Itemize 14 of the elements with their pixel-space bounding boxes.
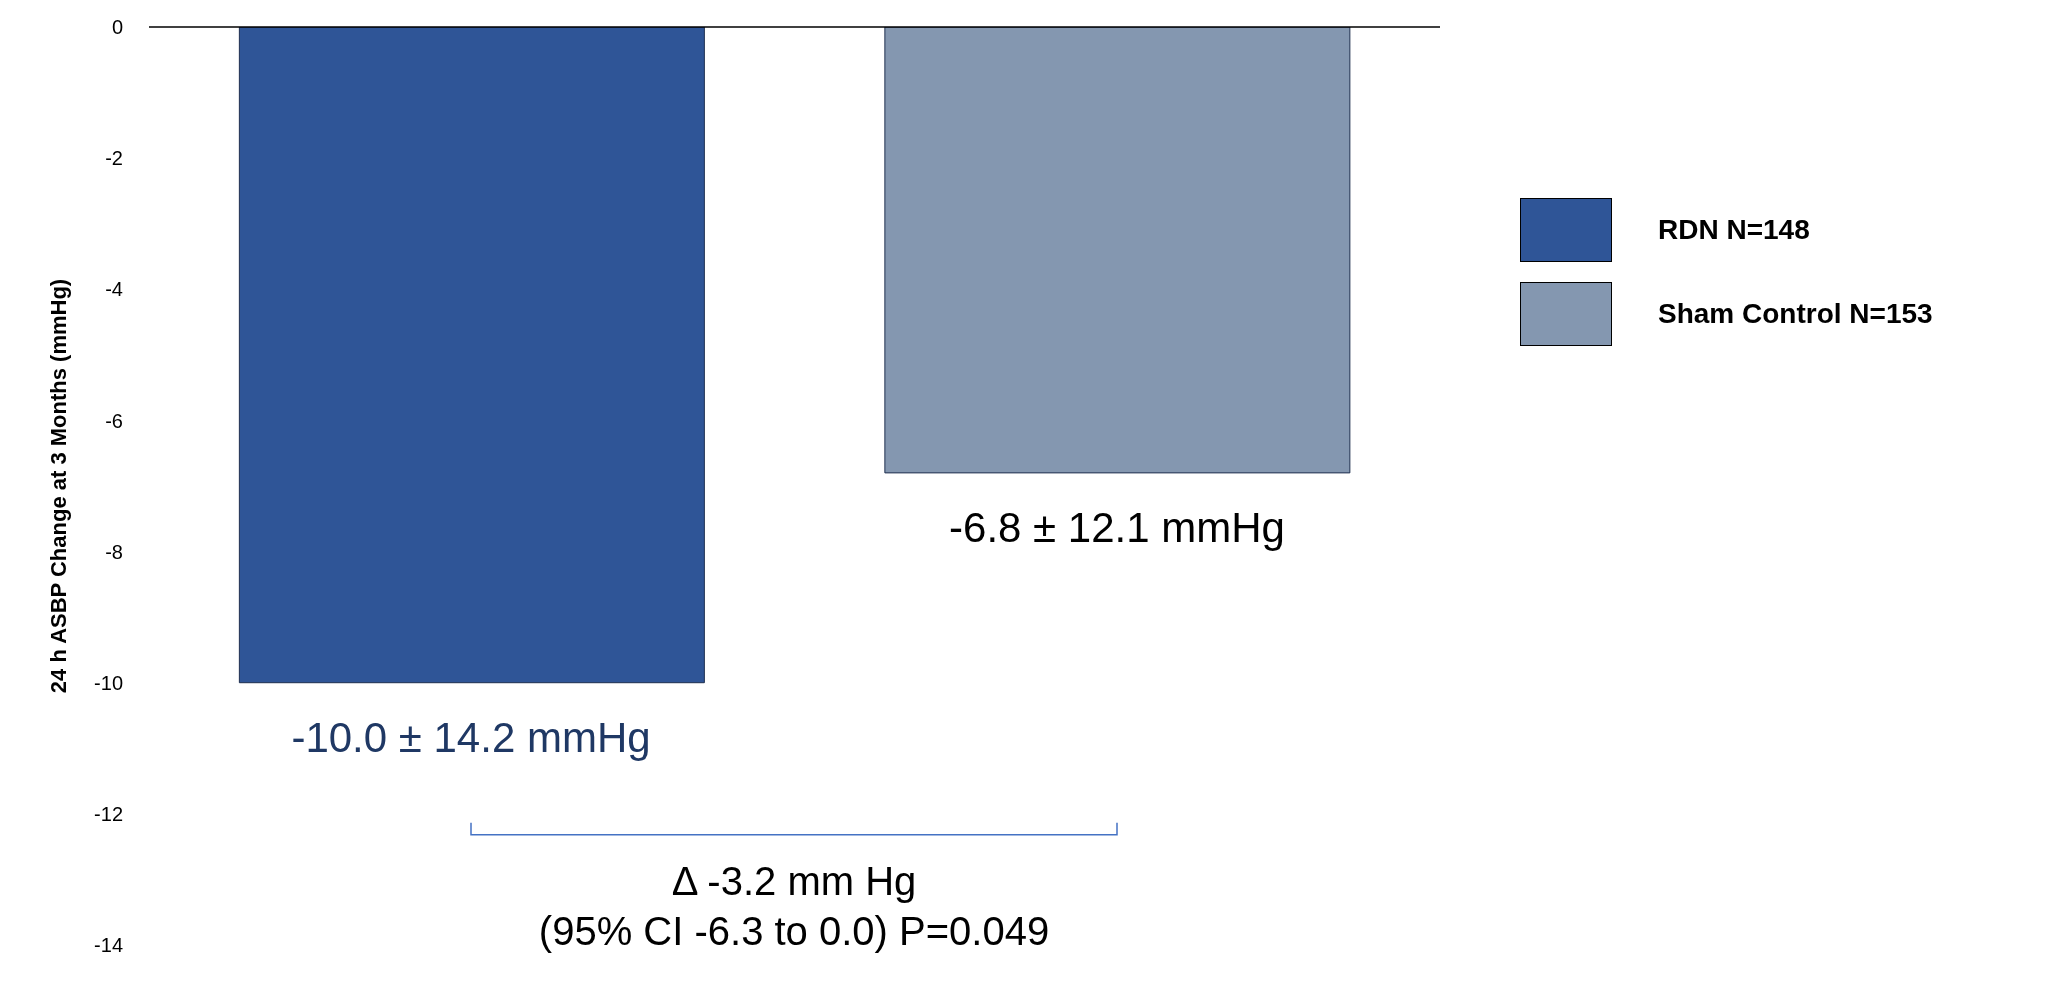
y-tick-label: -6 <box>105 409 123 432</box>
y-axis-title: 24 h ASBP Change at 3 Months (mmHg) <box>45 278 71 694</box>
y-tick-label: 0 <box>111 16 123 39</box>
y-tick-label: -8 <box>105 540 123 563</box>
legend-label: RDN N=148 <box>1658 214 1810 246</box>
annotation: Δ -3.2 mm Hg (95% CI -6.3 to 0.0) P=0.049 <box>538 858 1050 953</box>
data-label: -10.0 ± 14.2 mmHg <box>291 714 651 762</box>
y-tick-label: -2 <box>105 147 123 170</box>
y-tick-label: -12 <box>94 802 123 825</box>
legend-label: Sham Control N=153 <box>1658 298 1933 330</box>
y-tick-label: -14 <box>94 934 123 957</box>
y-tick-label: -4 <box>105 278 123 301</box>
data-label: -6.8 ± 12.1 mmHg <box>949 504 1285 552</box>
y-tick-label: -10 <box>94 671 123 694</box>
